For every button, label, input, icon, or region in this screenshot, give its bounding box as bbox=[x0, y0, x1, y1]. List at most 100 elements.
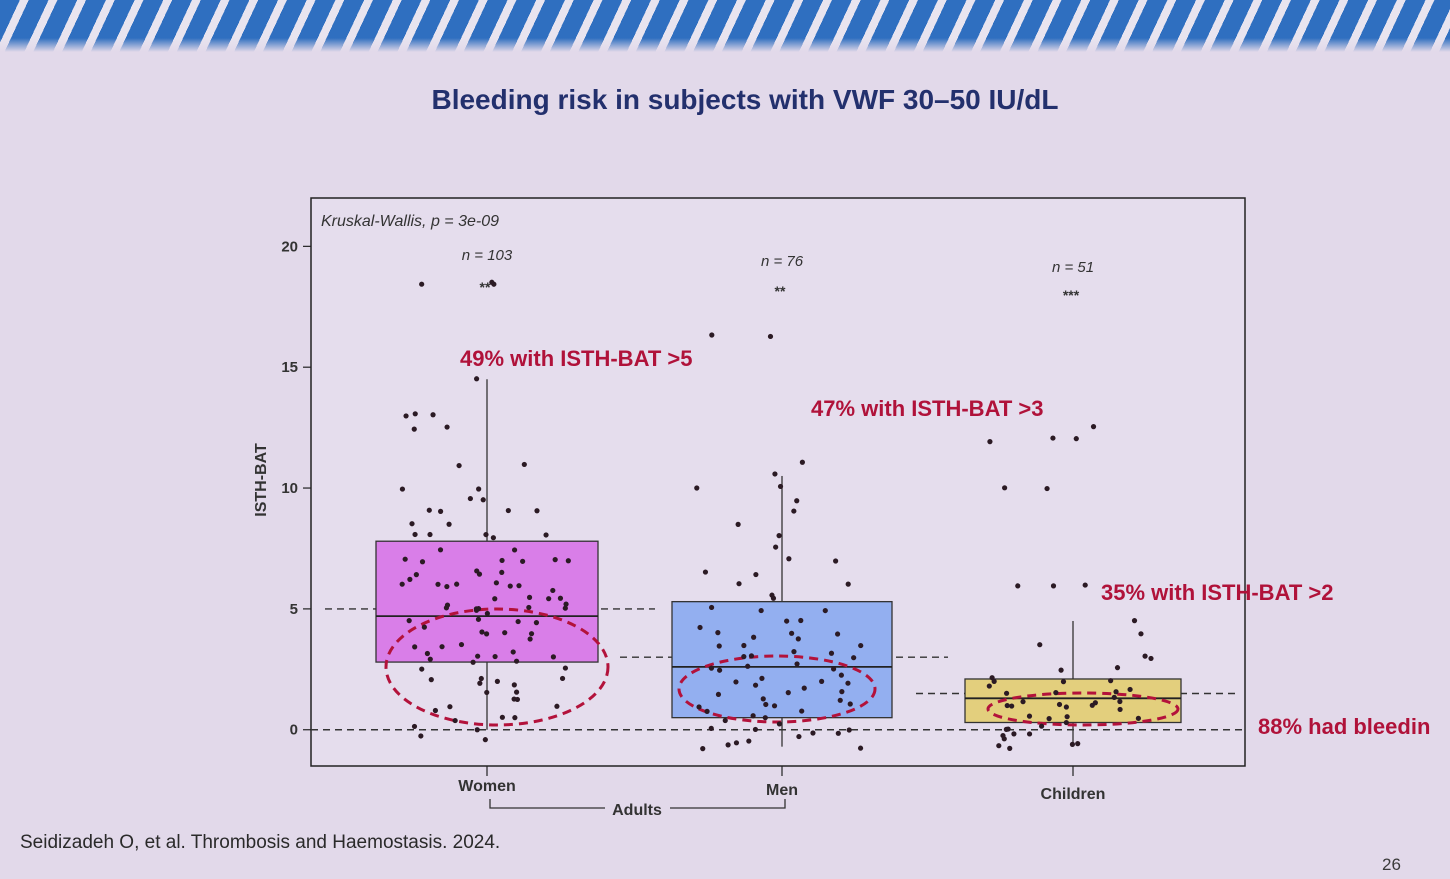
data-point bbox=[795, 636, 801, 642]
y-tick-label: 10 bbox=[281, 480, 298, 497]
data-point bbox=[1050, 435, 1056, 441]
data-point bbox=[477, 680, 483, 686]
data-point bbox=[516, 583, 522, 589]
data-point bbox=[791, 649, 797, 655]
data-point bbox=[1060, 679, 1067, 685]
data-point bbox=[858, 642, 864, 649]
y-tick-label: 15 bbox=[281, 359, 298, 376]
data-point bbox=[403, 413, 409, 419]
percent-annotation: 35% with ISTH-BAT >2 bbox=[1101, 580, 1333, 605]
data-point bbox=[550, 587, 556, 594]
data-point bbox=[801, 685, 807, 691]
data-point bbox=[411, 723, 418, 730]
data-point bbox=[762, 715, 768, 721]
data-point bbox=[562, 605, 568, 611]
data-point bbox=[772, 471, 778, 477]
bleeding-annotation: 88% had bleedin bbox=[1258, 714, 1430, 739]
data-point bbox=[794, 661, 800, 667]
data-point bbox=[554, 703, 560, 709]
data-point bbox=[1142, 653, 1148, 659]
data-point bbox=[786, 556, 792, 562]
data-point bbox=[399, 581, 405, 587]
y-axis-label: ISTH-BAT bbox=[253, 443, 270, 517]
data-point bbox=[708, 665, 715, 671]
data-point bbox=[444, 424, 450, 430]
data-point bbox=[696, 704, 702, 710]
data-point bbox=[1138, 631, 1144, 637]
data-point bbox=[527, 636, 533, 642]
data-point bbox=[424, 650, 431, 657]
data-point bbox=[419, 666, 425, 672]
data-point bbox=[473, 376, 480, 382]
data-point bbox=[475, 616, 482, 622]
data-point bbox=[533, 620, 540, 626]
data-point bbox=[452, 717, 458, 724]
data-point bbox=[479, 629, 485, 635]
adults-bracket-label: Adults bbox=[612, 802, 662, 819]
data-point bbox=[505, 507, 511, 514]
data-point bbox=[987, 439, 993, 445]
highlight-ellipse bbox=[986, 691, 1180, 727]
data-point bbox=[1046, 716, 1052, 722]
data-point bbox=[760, 696, 766, 702]
data-point bbox=[1058, 667, 1064, 673]
data-point bbox=[510, 649, 516, 655]
data-point bbox=[513, 689, 520, 695]
data-point bbox=[798, 617, 804, 624]
data-point bbox=[437, 508, 444, 514]
data-point bbox=[406, 618, 412, 624]
data-point bbox=[1082, 582, 1088, 588]
data-point bbox=[776, 533, 782, 539]
data-point bbox=[563, 601, 569, 607]
data-point bbox=[1007, 745, 1013, 751]
data-point bbox=[702, 569, 709, 575]
data-point bbox=[717, 667, 723, 673]
data-point bbox=[409, 521, 415, 527]
data-point bbox=[428, 677, 434, 683]
data-point bbox=[419, 281, 425, 287]
data-point bbox=[819, 678, 825, 684]
adults-bracket-left bbox=[489, 799, 605, 809]
data-point bbox=[412, 644, 418, 650]
data-point bbox=[520, 558, 526, 564]
data-point bbox=[736, 581, 742, 587]
data-point bbox=[828, 650, 835, 656]
data-point bbox=[777, 483, 784, 490]
data-point bbox=[526, 604, 532, 611]
data-point bbox=[1015, 583, 1021, 589]
data-point bbox=[769, 592, 775, 598]
data-point bbox=[1050, 583, 1057, 589]
percent-annotation: 49% with ISTH-BAT >5 bbox=[460, 346, 692, 371]
data-point bbox=[715, 630, 721, 636]
data-point bbox=[839, 689, 845, 695]
data-point bbox=[458, 641, 465, 648]
data-point bbox=[543, 532, 549, 538]
data-point bbox=[413, 572, 419, 578]
data-point bbox=[799, 459, 805, 465]
significance-marker: ** bbox=[480, 279, 491, 295]
data-point bbox=[507, 583, 513, 589]
data-point bbox=[511, 682, 517, 688]
data-point bbox=[989, 675, 995, 681]
data-point bbox=[1038, 723, 1045, 729]
data-point bbox=[559, 675, 566, 682]
data-point bbox=[493, 580, 499, 586]
data-point bbox=[741, 654, 747, 660]
n-label: n = 103 bbox=[462, 247, 513, 264]
data-point bbox=[511, 547, 518, 553]
percent-annotation: 47% with ISTH-BAT >3 bbox=[811, 396, 1043, 421]
data-point bbox=[1113, 689, 1119, 695]
data-point bbox=[426, 507, 432, 513]
data-point bbox=[1069, 741, 1076, 747]
data-point bbox=[1063, 719, 1069, 726]
data-point bbox=[752, 682, 759, 688]
data-point bbox=[402, 556, 408, 562]
data-point bbox=[492, 653, 498, 660]
data-point bbox=[399, 486, 406, 492]
x-tick-label: Women bbox=[458, 778, 515, 795]
y-tick-label: 5 bbox=[290, 601, 298, 618]
slide-title: Bleeding risk in subjects with VWF 30–50… bbox=[431, 84, 1059, 115]
data-point bbox=[1037, 642, 1043, 648]
data-point bbox=[784, 618, 790, 624]
